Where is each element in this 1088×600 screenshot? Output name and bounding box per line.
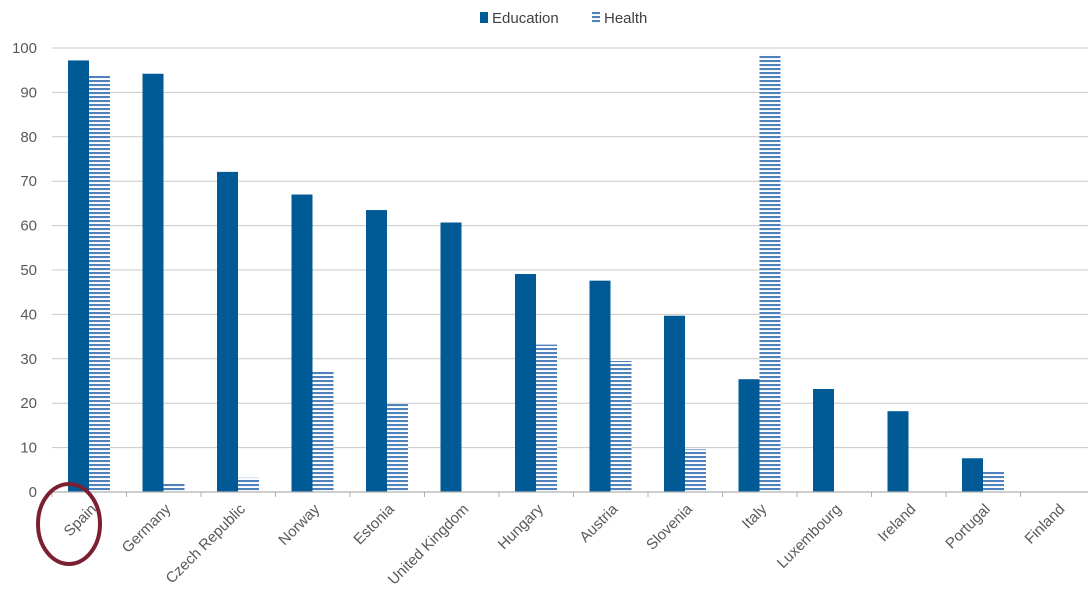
bar-education-italy	[738, 379, 760, 492]
x-category-label: Czech Republic	[163, 500, 250, 587]
y-axis-ticks: 0 10 20 30 40 50 60 70 80 90 100	[12, 40, 37, 501]
legend-swatch-education	[480, 12, 488, 23]
y-tick-label: 30	[20, 351, 37, 368]
y-tick-label: 40	[20, 306, 37, 323]
bar-education-spain	[68, 60, 89, 492]
x-category-label: Hungary	[495, 500, 547, 552]
y-tick-label: 90	[20, 84, 37, 101]
x-axis	[51, 491, 1088, 497]
highlight-circle	[36, 482, 102, 566]
bar-education-ireland	[887, 411, 909, 492]
legend: Education Health	[480, 10, 647, 27]
bar-health-norway	[312, 371, 334, 492]
bar-education-czech-republic	[217, 171, 238, 492]
x-category-label: Slovenia	[643, 500, 696, 553]
x-category-label: Spain	[61, 501, 100, 540]
bar-education-estonia	[366, 210, 387, 492]
x-category-label: United Kingdom	[385, 501, 472, 588]
bars	[68, 54, 1004, 492]
gridlines	[52, 47, 1088, 449]
bar-education-austria	[589, 280, 611, 492]
bar-health-hungary	[536, 344, 557, 492]
x-category-label: Austria	[576, 500, 621, 545]
x-category-label: Italy	[739, 500, 771, 532]
bar-education-united-kingdom	[440, 222, 462, 492]
highlight-layer	[36, 482, 102, 566]
legend-label-education: Education	[492, 10, 559, 27]
x-category-label: Norway	[275, 500, 323, 548]
bar-health-estonia	[387, 403, 408, 492]
bar-health-italy	[759, 54, 781, 492]
y-tick-label: 100	[12, 40, 37, 57]
bar-health-spain	[89, 75, 110, 492]
bar-health-slovenia	[685, 449, 706, 492]
x-category-label: Germany	[119, 500, 175, 556]
y-tick-label: 10	[20, 440, 37, 457]
bar-education-norway	[291, 194, 313, 492]
bar-education-germany	[142, 73, 164, 492]
bar-health-germany	[163, 482, 185, 492]
y-tick-label: 20	[20, 395, 37, 412]
bar-health-czech-republic	[238, 477, 259, 492]
bar-health-austria	[610, 361, 632, 492]
bar-education-hungary	[515, 273, 536, 492]
legend-swatch-health	[592, 12, 600, 23]
y-tick-label: 50	[20, 262, 37, 279]
x-category-label: Portugal	[942, 501, 994, 553]
y-tick-label: 80	[20, 129, 37, 146]
x-category-label: Ireland	[875, 501, 919, 545]
x-category-label: Finland	[1022, 501, 1069, 548]
bar-education-portugal	[962, 458, 983, 492]
bar-education-slovenia	[664, 315, 685, 492]
y-tick-label: 60	[20, 218, 37, 235]
x-category-label: Estonia	[350, 500, 398, 548]
x-category-label: Luxembourg	[774, 501, 845, 572]
bar-health-portugal	[983, 472, 1004, 492]
bar-education-luxembourg	[813, 388, 834, 492]
legend-label-health: Health	[604, 10, 647, 27]
y-tick-label: 0	[29, 484, 37, 501]
y-tick-label: 70	[20, 173, 37, 190]
